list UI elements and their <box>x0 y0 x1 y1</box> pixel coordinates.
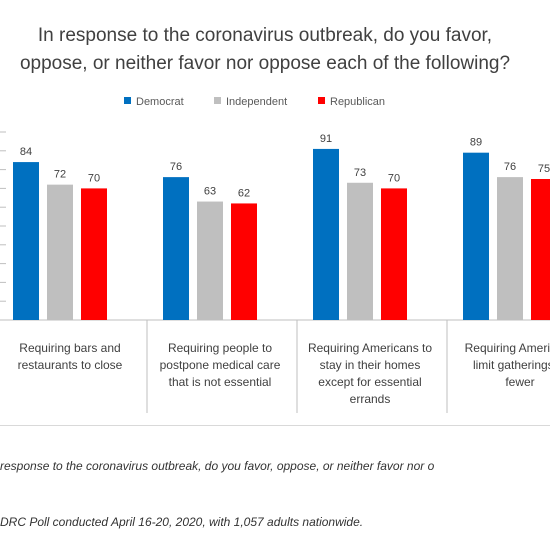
data-label-republican: 70 <box>88 172 100 184</box>
category-label: fewer <box>505 375 534 389</box>
data-label-democrat: 84 <box>20 146 32 158</box>
legend-swatch-democrat <box>124 97 131 104</box>
bar-independent <box>47 184 73 320</box>
category-label: postpone medical care <box>160 358 281 372</box>
bar-democrat <box>13 162 39 320</box>
data-label-democrat: 76 <box>170 161 182 173</box>
category-label: Requiring Americans <box>465 341 550 355</box>
bar-republican <box>231 203 257 320</box>
bar-chart-plot: 84 72 70 Requiring bars and restaurants to c… <box>0 131 550 413</box>
data-label-independent: 76 <box>504 161 516 173</box>
legend-label-independent: Independent <box>226 96 288 108</box>
legend-swatch-republican <box>318 97 325 104</box>
category-label: Requiring bars and <box>19 341 120 355</box>
bar-democrat <box>463 152 489 320</box>
data-label-republican: 62 <box>238 187 250 199</box>
legend-item-republican: Republican <box>318 95 385 109</box>
bar-republican <box>381 188 407 320</box>
data-label-republican: 75 <box>538 163 550 175</box>
legend-label-democrat: Democrat <box>136 96 184 108</box>
bar-independent <box>497 177 523 320</box>
chart-title-line-2: oppose, or neither favor nor oppose each… <box>19 53 511 74</box>
category-label: limit gatherings to <box>473 358 550 372</box>
chart-title-line-1: In response to the coronavirus outbreak,… <box>37 25 493 46</box>
bar-republican <box>81 188 107 320</box>
data-label-independent: 72 <box>54 169 66 181</box>
bar-republican <box>531 179 550 320</box>
category-label: stay in their homes <box>320 358 421 372</box>
legend-item-democrat: Democrat <box>124 95 184 109</box>
category-label: errands <box>350 392 391 406</box>
category-label: that is not essential <box>169 375 272 389</box>
bar-independent <box>197 201 223 320</box>
data-label-republican: 70 <box>388 172 400 184</box>
source-footnote: DRC Poll conducted April 16-20, 2020, wi… <box>0 515 364 529</box>
data-label-independent: 73 <box>354 167 366 179</box>
data-label-democrat: 89 <box>470 137 482 149</box>
data-label-independent: 63 <box>204 186 216 198</box>
chart-panel: In response to the coronavirus outbreak,… <box>0 22 550 426</box>
legend-item-independent: Independent <box>214 95 287 109</box>
category-label: restaurants to close <box>18 358 123 372</box>
bar-democrat <box>313 148 339 320</box>
legend: Democrat Independent Republican <box>0 95 550 111</box>
category-label: Requiring Americans to <box>308 341 432 355</box>
chart-title: In response to the coronavirus outbreak,… <box>0 22 530 78</box>
legend-swatch-independent <box>214 97 221 104</box>
legend-label-republican: Republican <box>330 96 386 108</box>
data-label-democrat: 91 <box>320 133 332 145</box>
bar-independent <box>347 182 373 320</box>
bar-democrat <box>163 177 189 320</box>
question-footnote: response to the coronavirus outbreak, do… <box>0 459 435 473</box>
category-label: except for essential <box>318 375 421 389</box>
category-label: Requiring people to <box>168 341 272 355</box>
